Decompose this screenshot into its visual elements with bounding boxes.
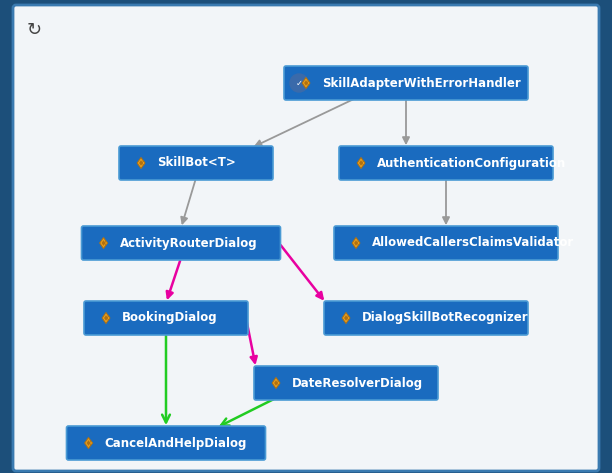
FancyBboxPatch shape (119, 146, 273, 180)
FancyBboxPatch shape (67, 426, 266, 460)
Polygon shape (354, 240, 358, 246)
Polygon shape (102, 313, 110, 324)
FancyBboxPatch shape (339, 146, 553, 180)
Polygon shape (347, 316, 350, 320)
Text: DateResolverDialog: DateResolverDialog (292, 377, 423, 389)
FancyBboxPatch shape (81, 226, 280, 260)
FancyBboxPatch shape (84, 301, 248, 335)
Polygon shape (104, 315, 108, 321)
Polygon shape (304, 80, 308, 86)
Polygon shape (307, 81, 310, 85)
Polygon shape (344, 315, 348, 321)
Polygon shape (107, 316, 110, 320)
Polygon shape (357, 241, 360, 245)
Text: SkillBot<T>: SkillBot<T> (157, 157, 236, 169)
Polygon shape (357, 158, 365, 168)
Text: AuthenticationConfiguration: AuthenticationConfiguration (377, 157, 566, 169)
Polygon shape (100, 237, 107, 248)
Text: DialogSkillBotRecognizer: DialogSkillBotRecognizer (362, 312, 529, 324)
Text: CancelAndHelpDialog: CancelAndHelpDialog (105, 437, 247, 449)
Polygon shape (274, 380, 278, 386)
Polygon shape (302, 78, 310, 88)
Text: BookingDialog: BookingDialog (122, 312, 218, 324)
Polygon shape (342, 313, 350, 324)
Text: ✓: ✓ (296, 79, 302, 88)
Polygon shape (352, 237, 360, 248)
FancyBboxPatch shape (334, 226, 558, 260)
Polygon shape (105, 241, 108, 245)
Text: ↻: ↻ (26, 21, 42, 39)
FancyBboxPatch shape (324, 301, 528, 335)
FancyBboxPatch shape (254, 366, 438, 400)
Polygon shape (272, 377, 280, 388)
Polygon shape (277, 381, 280, 385)
Polygon shape (102, 240, 105, 246)
Polygon shape (142, 161, 145, 165)
FancyBboxPatch shape (13, 5, 599, 471)
Polygon shape (139, 160, 143, 166)
Polygon shape (362, 161, 365, 165)
Circle shape (290, 74, 308, 92)
Text: AllowedCallersClaimsValidator: AllowedCallersClaimsValidator (372, 236, 574, 249)
Polygon shape (86, 440, 91, 446)
Polygon shape (84, 438, 92, 448)
Polygon shape (137, 158, 145, 168)
FancyBboxPatch shape (284, 66, 528, 100)
Text: SkillAdapterWithErrorHandler: SkillAdapterWithErrorHandler (322, 77, 521, 89)
Polygon shape (89, 441, 92, 445)
Text: ActivityRouterDialog: ActivityRouterDialog (119, 236, 257, 249)
Polygon shape (359, 160, 363, 166)
